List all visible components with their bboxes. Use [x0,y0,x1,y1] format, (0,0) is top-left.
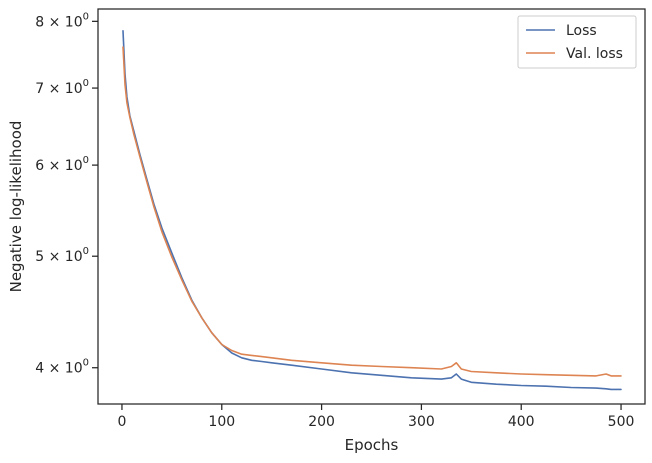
legend-loss-label: Loss [566,23,597,39]
y-tick-label: 8 × 100 [35,11,89,30]
x-tick-label: 300 [408,414,435,430]
series-line-loss [122,30,622,391]
y-tick-label: 7 × 100 [35,78,89,97]
legend: Loss Val. loss [517,15,637,69]
x-tick-label: 200 [308,414,335,430]
x-tick-label: 500 [608,414,635,430]
plot-area [122,30,622,391]
x-axis-label: Epochs [345,436,399,454]
y-tick-label: 4 × 100 [35,358,89,377]
legend-box [517,15,637,69]
series-line-val-loss [122,46,622,377]
plot-frame [97,8,646,405]
x-tick-label: 0 [117,414,126,430]
y-axis: 4 × 100 5 × 100 6 × 100 7 × 100 8 × 100 [35,11,98,377]
legend-val-loss-label: Val. loss [566,46,623,62]
y-tick-label: 5 × 100 [35,246,89,265]
x-axis: 0 100 200 300 400 500 [117,404,634,430]
x-tick-label: 400 [508,414,535,430]
y-tick-label: 6 × 100 [35,155,89,174]
x-tick-label: 100 [208,414,235,430]
y-axis-label: Negative log-likelihood [7,121,25,293]
